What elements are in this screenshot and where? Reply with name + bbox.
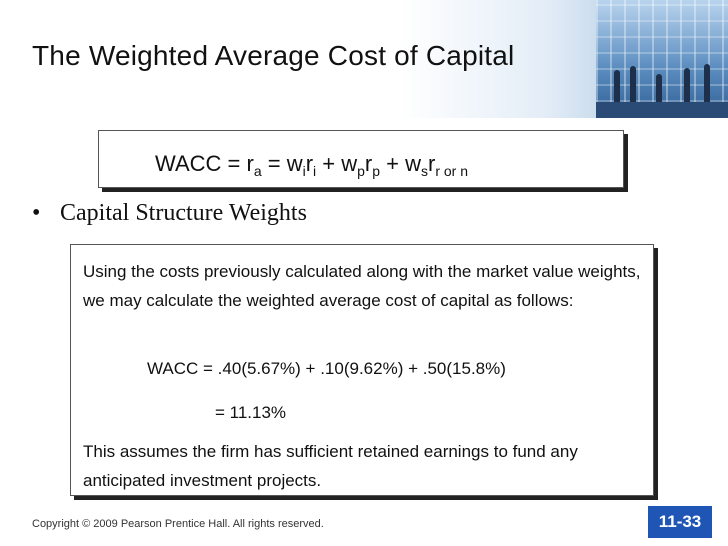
copyright-text: Copyright © 2009 Pearson Prentice Hall. … xyxy=(32,518,324,530)
bullet-icon: • xyxy=(32,200,41,226)
content-box: Using the costs previously calculated al… xyxy=(70,244,654,496)
page-number: 11-33 xyxy=(648,506,712,538)
wacc-result: = 11.13% xyxy=(215,403,287,422)
assumption-note: This assumes the firm has sufficient ret… xyxy=(83,442,578,490)
formula-box: WACC = ra = wiri + wprp + wsrr or n xyxy=(98,130,624,188)
slide-title: The Weighted Average Cost of Capital xyxy=(32,40,515,71)
office-photo xyxy=(596,0,728,118)
wacc-formula: WACC = ra = wiri + wprp + wsrr or n xyxy=(155,151,469,179)
intro-text: Using the costs previously calculated al… xyxy=(83,262,641,310)
bullet-capital-structure: • Capital Structure Weights xyxy=(32,200,307,226)
wacc-calculation: WACC = .40(5.67%) + .10(9.62%) + .50(15.… xyxy=(147,359,506,378)
